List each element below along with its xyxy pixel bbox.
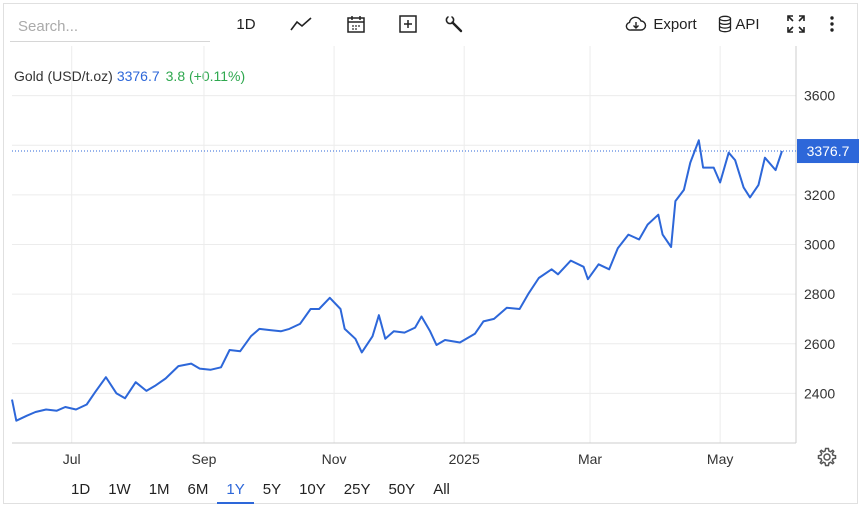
range-50y[interactable]: 50Y (388, 481, 416, 498)
x-tick-label: Jul (63, 451, 81, 467)
interval-button[interactable]: 1D (232, 10, 260, 38)
cloud-download-icon (626, 16, 647, 31)
chart-legend: Gold (USD/t.oz) 3376.7 3.8 (+0.11%) (14, 68, 245, 84)
price-series (11, 139, 783, 422)
wrench-icon (445, 15, 463, 33)
range-5y[interactable]: 5Y (262, 481, 282, 498)
price-line (11, 139, 783, 422)
toolbar: 1D (0, 0, 862, 46)
chart-settings-button[interactable] (816, 446, 838, 468)
x-tick-label: Mar (578, 451, 602, 467)
settings-wrench-button[interactable] (442, 10, 466, 38)
export-button[interactable]: Export (624, 10, 698, 38)
x-tick-label: May (707, 451, 733, 467)
calendar-icon (347, 16, 365, 33)
y-tick-label: 3000 (804, 237, 835, 253)
chart-type-button[interactable] (288, 10, 314, 38)
range-6m[interactable]: 6M (187, 481, 209, 498)
range-1m[interactable]: 1M (148, 481, 170, 498)
instrument-name: Gold (USD/t.oz) (14, 68, 113, 84)
api-button[interactable]: API (716, 10, 762, 38)
plus-box-icon (399, 15, 417, 33)
search-input[interactable] (10, 12, 210, 42)
api-label: API (735, 15, 760, 33)
more-options-button[interactable] (822, 10, 842, 38)
add-indicator-button[interactable] (396, 10, 420, 38)
legend-change: 3.8 (+0.11%) (165, 68, 246, 84)
range-1y[interactable]: 1Y (217, 476, 254, 504)
price-chart[interactable]: 2400260028003000320034003600JulSepNov202… (0, 46, 862, 476)
range-all[interactable]: All (433, 481, 450, 498)
database-icon (719, 15, 732, 33)
x-tick-label: Nov (322, 451, 347, 467)
range-25y[interactable]: 25Y (343, 481, 371, 498)
y-tick-label: 2800 (804, 286, 835, 302)
date-range-button[interactable] (344, 10, 368, 38)
fullscreen-button[interactable] (784, 10, 808, 38)
y-tick-label: 2600 (804, 336, 835, 352)
x-tick-label: Sep (192, 451, 217, 467)
y-tick-label: 2400 (804, 385, 835, 401)
export-label: Export (653, 15, 697, 33)
chart-widget (3, 3, 858, 504)
x-tick-label: 2025 (449, 451, 480, 467)
price-tag-label: 3376.7 (807, 143, 850, 159)
kebab-menu-icon (830, 16, 834, 32)
range-1d[interactable]: 1D (71, 481, 91, 498)
legend-price: 3376.7 (116, 68, 160, 84)
fullscreen-icon (787, 15, 805, 33)
y-tick-label: 3200 (804, 187, 835, 203)
y-tick-label: 3600 (804, 88, 835, 104)
range-selector: 1D 1W 1M 6M 1Y 5Y 10Y 25Y 50Y All (62, 476, 459, 504)
price-tag-box (797, 139, 859, 164)
range-10y[interactable]: 10Y (299, 481, 326, 498)
line-chart-icon (290, 17, 312, 31)
gear-icon (817, 447, 837, 467)
interval-label: 1D (236, 15, 256, 33)
range-1w[interactable]: 1W (108, 481, 131, 498)
